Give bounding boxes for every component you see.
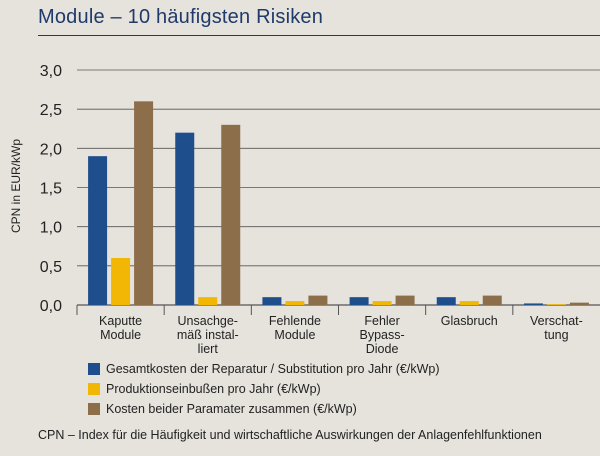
bar-series-1	[262, 297, 282, 305]
chart-title: Module – 10 häufigsten Risiken	[38, 6, 324, 28]
bar-series-3	[395, 295, 415, 305]
x-tick-label: Kaputte Module	[99, 314, 142, 342]
y-tick-label: 2,0	[40, 141, 62, 158]
bar-series-3	[134, 101, 154, 305]
y-tick-label: 0,5	[40, 259, 62, 276]
bar-series-3	[482, 295, 502, 305]
legend-label: Kosten beider Paramater zusammen (€/kWp)	[106, 402, 357, 416]
x-tick-label: Verschat-tung	[530, 314, 583, 342]
y-tick-label: 1,5	[40, 181, 62, 198]
bar-series-2	[285, 301, 305, 305]
y-tick-label: 0,0	[40, 298, 62, 315]
bar-series-2	[198, 297, 218, 305]
bar-series-1	[523, 303, 543, 305]
bar-series-1	[349, 297, 369, 305]
y-tick-label: 3,0	[40, 63, 62, 80]
y-tick-label: 2,5	[40, 102, 62, 119]
bar-series-1	[175, 132, 195, 305]
y-axis-label: CPN in EUR/kWp	[9, 138, 23, 234]
title-divider	[38, 35, 600, 36]
legend-label: Gesamtkosten der Reparatur / Substitutio…	[106, 362, 440, 376]
x-tick-label: Fehlende Module	[269, 314, 321, 342]
footnote: CPN – Index für die Häufigkeit und wirts…	[38, 428, 542, 442]
x-tick-label: Fehler Bypass-Diode	[360, 314, 405, 356]
legend-label: Produktionseinbußen pro Jahr (€/kWp)	[106, 382, 321, 396]
y-tick-label: 1,0	[40, 220, 62, 237]
legend-item: Gesamtkosten der Reparatur / Substitutio…	[88, 359, 439, 379]
legend-item: Kosten beider Paramater zusammen (€/kWp)	[88, 399, 439, 419]
bar-series-2	[111, 258, 131, 305]
bar-series-3	[569, 302, 589, 305]
legend: Gesamtkosten der Reparatur / Substitutio…	[88, 359, 439, 419]
bar-series-2	[546, 304, 566, 305]
bar-series-3	[308, 295, 328, 305]
bar-series-2	[459, 301, 479, 305]
legend-swatch-series-2	[88, 383, 100, 395]
bar-series-1	[88, 156, 108, 305]
legend-item: Produktionseinbußen pro Jahr (€/kWp)	[88, 379, 439, 399]
x-tick-label: Unsachge-mäß instal-liert	[177, 314, 239, 356]
bar-series-3	[221, 124, 241, 305]
legend-swatch-series-3	[88, 403, 100, 415]
legend-swatch-series-1	[88, 363, 100, 375]
x-tick-label: Glasbruch	[441, 314, 498, 328]
bar-series-1	[436, 297, 456, 305]
bar-series-2	[372, 301, 392, 305]
